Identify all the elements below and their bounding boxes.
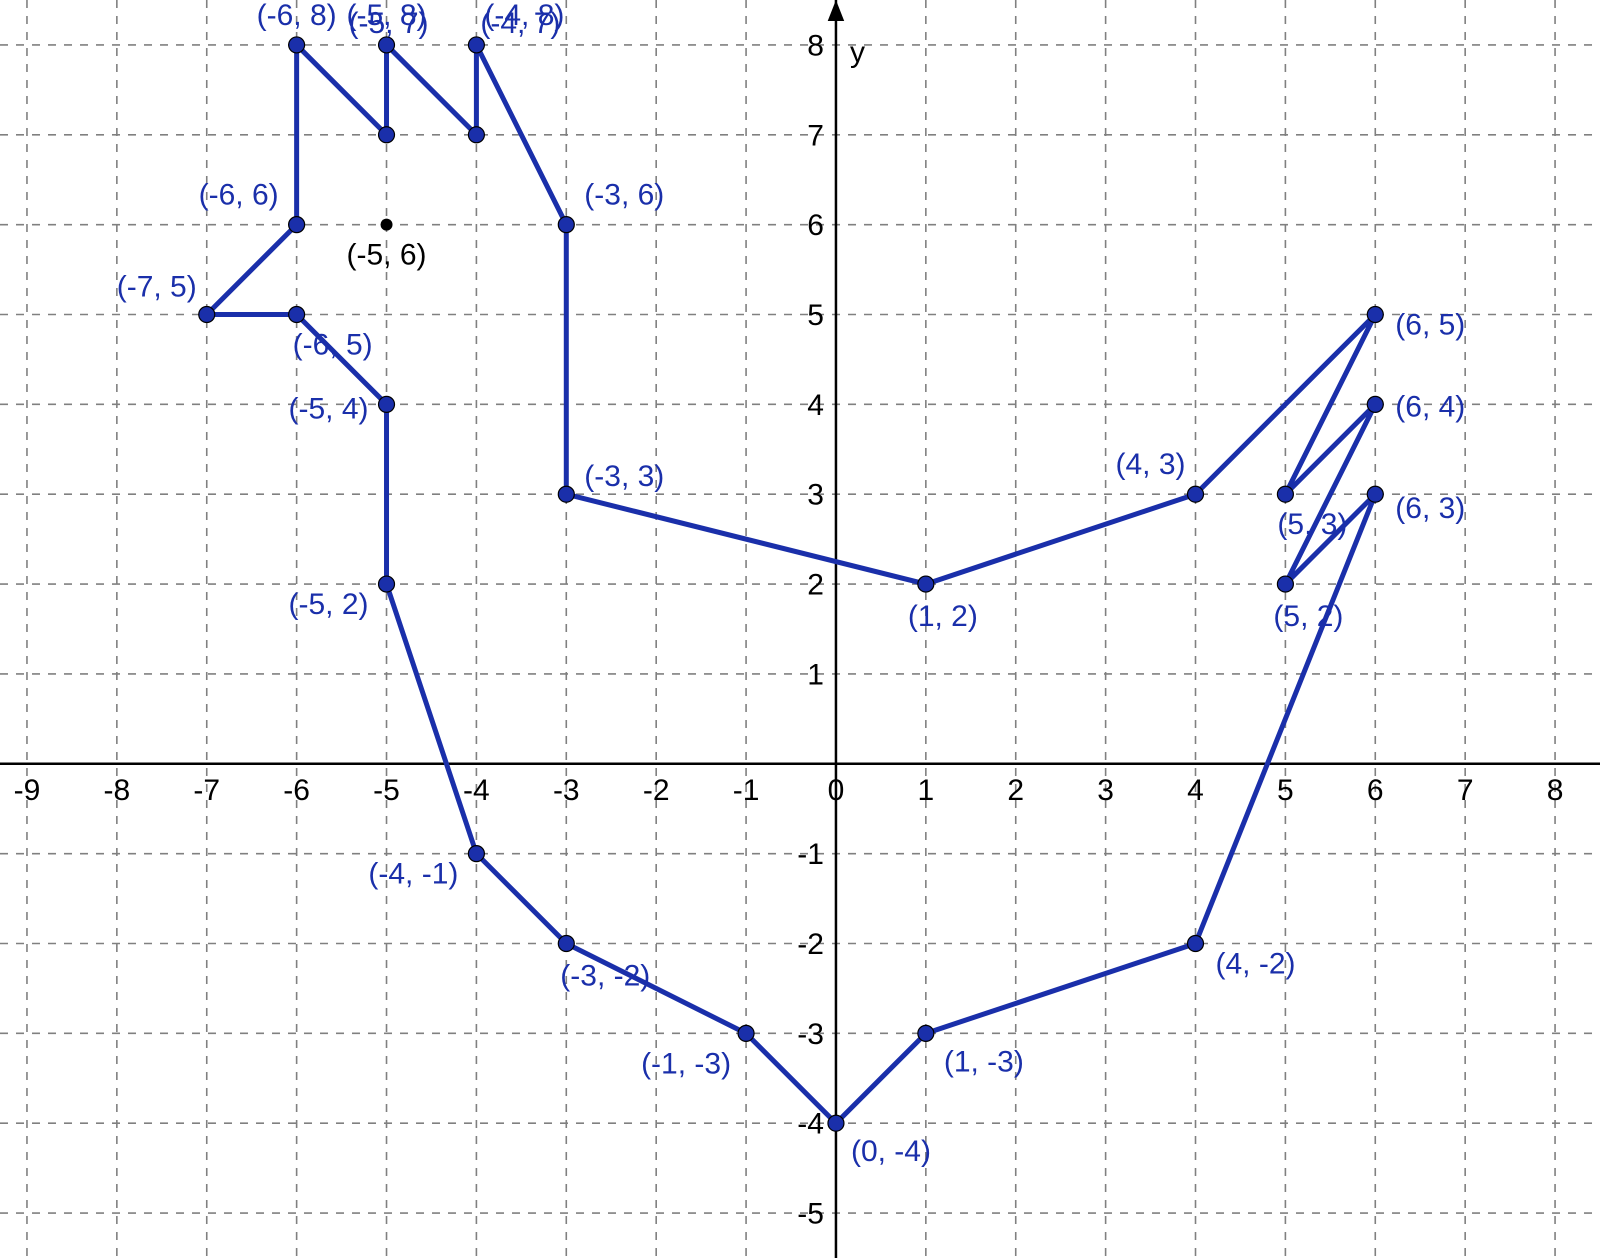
x-tick-label: 0	[828, 774, 845, 807]
x-tick-label: -4	[463, 774, 490, 807]
vertex-point	[558, 936, 574, 952]
vertex-point	[199, 307, 215, 323]
vertex-label: (5, 2)	[1273, 600, 1343, 633]
vertex-point	[1277, 486, 1293, 502]
y-tick-label: 3	[807, 479, 824, 512]
eye-label: (-5, 6)	[347, 239, 427, 272]
x-tick-label: -1	[733, 774, 760, 807]
vertex-point	[1367, 396, 1383, 412]
vertex-label: (1, 2)	[908, 600, 978, 633]
vertex-point	[289, 217, 305, 233]
vertex-label: (-6, 6)	[199, 179, 279, 212]
vertex-point	[1367, 486, 1383, 502]
x-tick-label: 5	[1277, 774, 1294, 807]
y-tick-label: 2	[807, 569, 824, 602]
vertex-point	[558, 217, 574, 233]
y-tick-label: 5	[807, 299, 824, 332]
vertex-label: (-5, 2)	[289, 588, 369, 621]
vertex-point	[738, 1025, 754, 1041]
vertex-label: (6, 3)	[1395, 492, 1465, 525]
y-tick-label: 1	[807, 658, 824, 691]
y-tick-label: -1	[797, 838, 824, 871]
x-tick-label: 4	[1187, 774, 1204, 807]
x-tick-label: 3	[1097, 774, 1114, 807]
x-tick-label: 1	[917, 774, 934, 807]
vertex-point	[1277, 576, 1293, 592]
coordinate-plot: -9-8-7-6-5-4-3-2-1012345678-5-4-3-2-1123…	[0, 0, 1600, 1258]
vertex-point	[289, 37, 305, 53]
vertex-label: (-3, 6)	[584, 179, 664, 212]
vertex-label: (4, 3)	[1115, 448, 1185, 481]
y-tick-label: -4	[797, 1108, 824, 1141]
x-tick-label: -7	[193, 774, 220, 807]
vertex-point	[1367, 307, 1383, 323]
vertex-label: (-3, 3)	[584, 460, 664, 493]
x-tick-label: 6	[1367, 774, 1384, 807]
x-tick-label: -6	[283, 774, 310, 807]
x-tick-label: 2	[1007, 774, 1024, 807]
vertex-point	[1188, 936, 1204, 952]
vertex-point	[379, 576, 395, 592]
vertex-point	[468, 127, 484, 143]
eye-point	[381, 219, 393, 231]
vertex-label: (6, 5)	[1395, 309, 1465, 342]
vertex-label: (-1, -3)	[641, 1047, 731, 1080]
y-tick-label: -5	[797, 1198, 824, 1231]
vertex-label: (-5, 4)	[289, 392, 369, 425]
y-axis-arrow	[828, 0, 845, 21]
y-tick-label: -2	[797, 928, 824, 961]
x-tick-label: -5	[373, 774, 400, 807]
vertex-label: (-4, -1)	[368, 858, 458, 891]
y-tick-label: -3	[797, 1018, 824, 1051]
vertex-point	[379, 127, 395, 143]
vertex-label: (-5, 8)	[347, 0, 427, 32]
y-tick-label: 4	[807, 389, 824, 422]
y-tick-label: 8	[807, 29, 824, 62]
y-tick-label: 7	[807, 119, 824, 152]
vertex-point	[558, 486, 574, 502]
x-tick-label: -9	[14, 774, 41, 807]
vertex-point	[289, 307, 305, 323]
vertex-label: (-6, 8)	[257, 0, 337, 32]
vertex-point	[1188, 486, 1204, 502]
x-tick-label: -8	[104, 774, 131, 807]
vertex-label: (4, -2)	[1216, 948, 1296, 981]
vertex-label: (-6, 5)	[293, 329, 373, 362]
vertex-label: (-4, 8)	[484, 0, 564, 32]
x-tick-label: -3	[553, 774, 580, 807]
vertex-label: (-3, -2)	[560, 960, 650, 993]
y-axis-label: y	[850, 36, 865, 69]
vertex-label: (1, -3)	[944, 1045, 1024, 1078]
x-tick-label: -2	[643, 774, 670, 807]
vertex-point	[379, 396, 395, 412]
vertex-point	[468, 846, 484, 862]
vertex-point	[828, 1115, 844, 1131]
x-tick-label: 8	[1547, 774, 1564, 807]
vertex-label: (5, 3)	[1277, 508, 1347, 541]
vertex-point	[918, 1025, 934, 1041]
vertex-label: (-7, 5)	[117, 271, 197, 304]
vertex-label: (6, 4)	[1395, 390, 1465, 423]
vertex-point	[918, 576, 934, 592]
vertex-label: (0, -4)	[851, 1135, 931, 1168]
y-tick-label: 6	[807, 209, 824, 242]
x-tick-label: 7	[1457, 774, 1474, 807]
